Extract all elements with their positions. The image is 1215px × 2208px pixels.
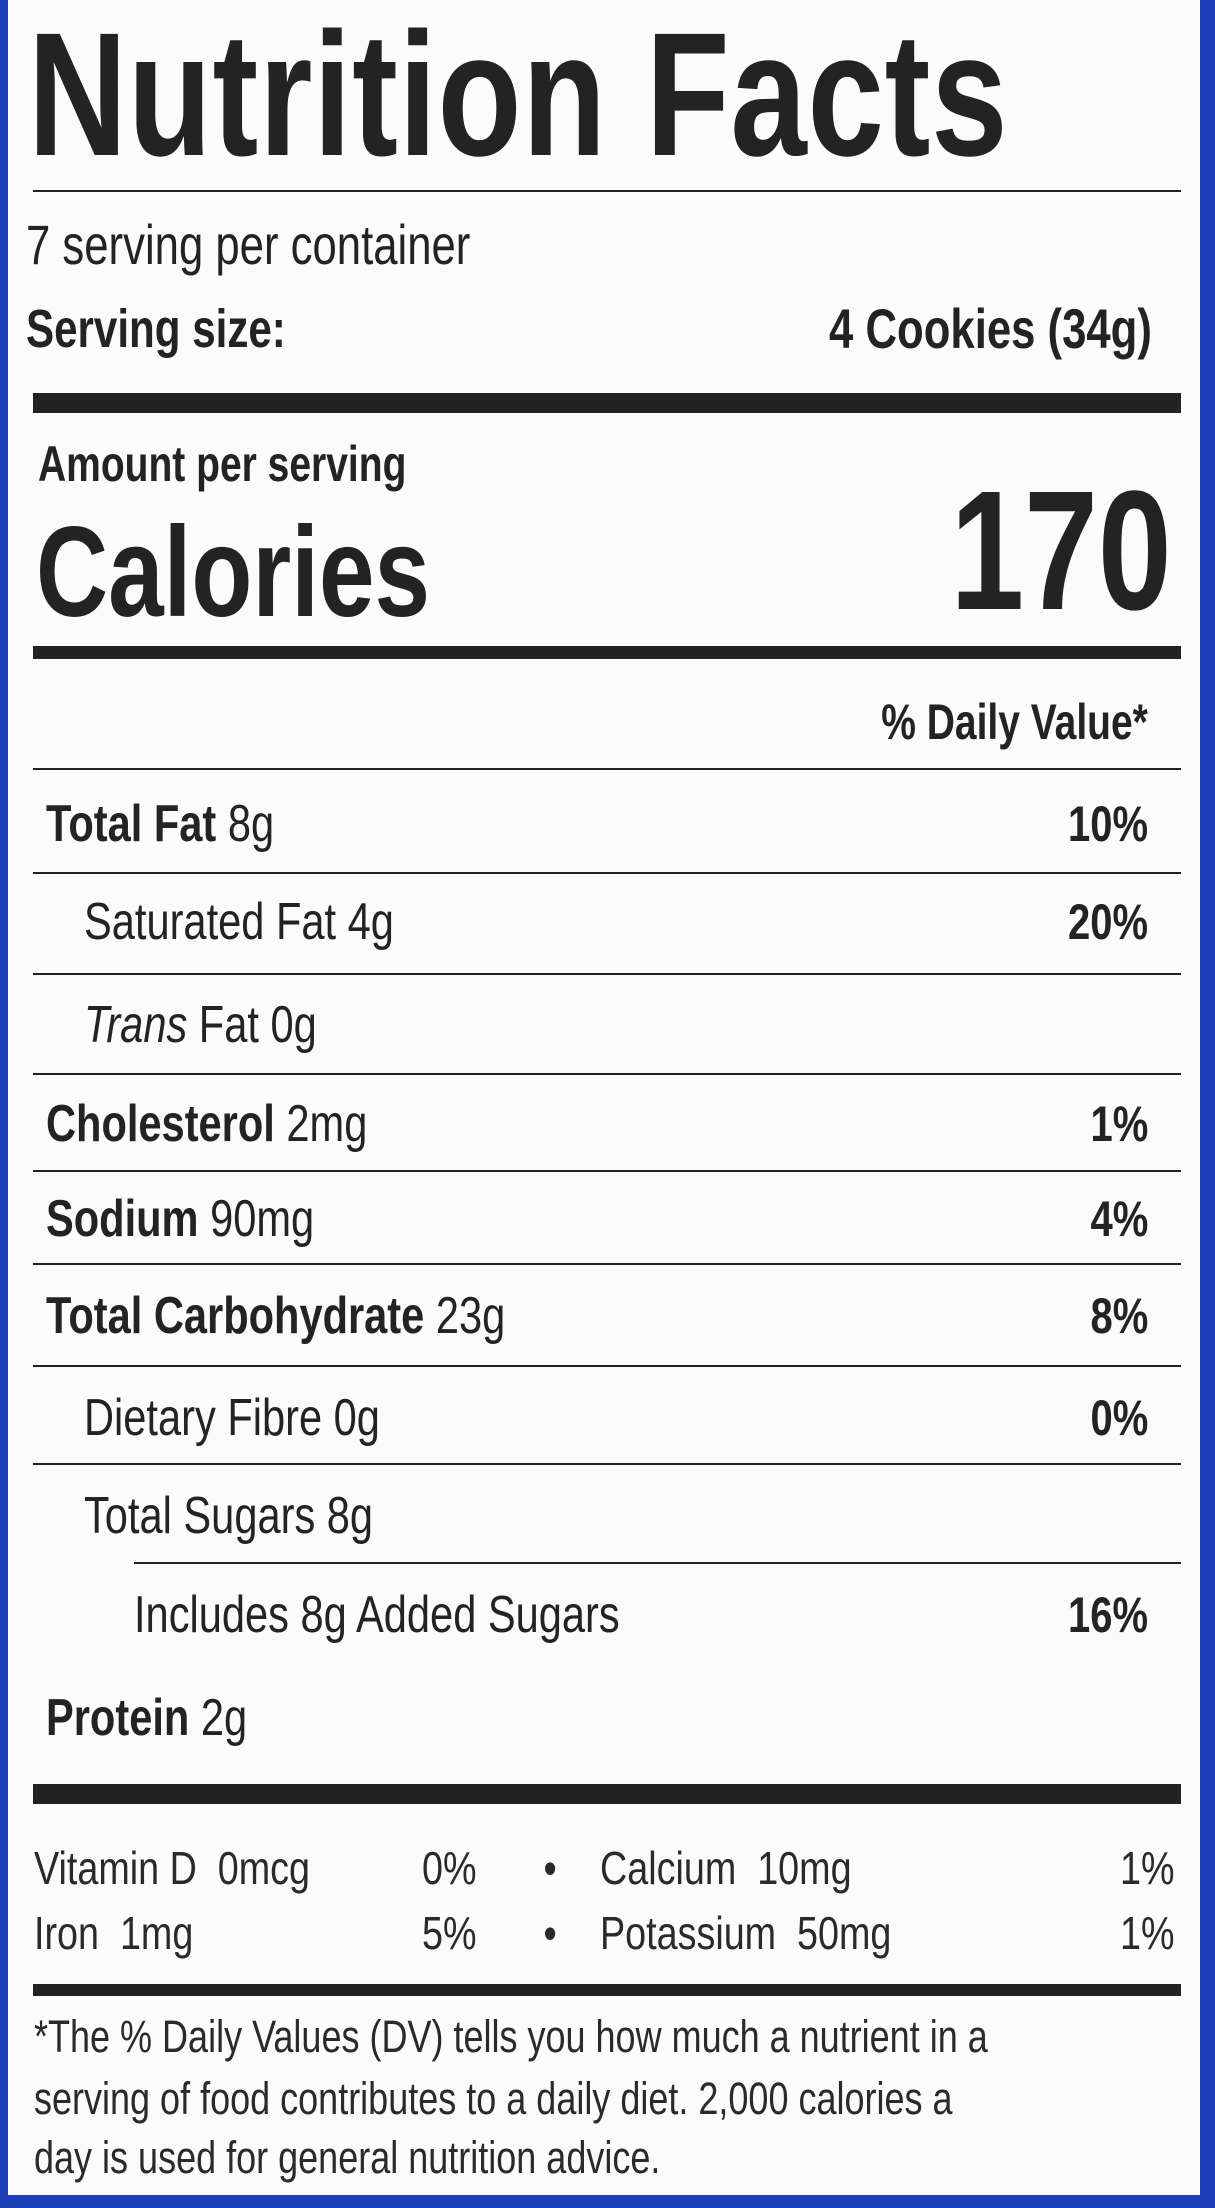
divider [33,768,1181,770]
nutrient-name: Saturated Fat [84,893,337,951]
nutrient-name: Total Carbohydrate [46,1287,425,1345]
nutrient-name: Total Sugars [84,1487,316,1545]
nutrient-dv: 10% [1067,796,1148,852]
nutrient-name: Trans [84,996,188,1054]
nutrient-dv: 0% [1090,1390,1148,1446]
nutrient-row-sodium: Sodium 90mg 4% [8,1189,1200,1249]
divider [33,1365,1181,1367]
vitamin-d-dv: 0% [421,1842,476,1894]
nutrient-dv: 8% [1090,1288,1148,1344]
divider [33,1073,1181,1075]
bullet: • [543,1907,557,1959]
thick-divider [33,1784,1181,1804]
nutrient-row-saturated-fat: Saturated Fat 4g 20% [8,892,1200,952]
thick-divider [33,393,1181,413]
servings-per-container: 7 serving per container [26,213,471,276]
nutrient-dv: 20% [1067,894,1148,950]
nutrient-amount: 8g [326,1487,374,1545]
vitamin-amount: 50mg [797,1907,892,1959]
medium-divider [33,646,1181,659]
nutrient-amount: 2g [200,1689,248,1747]
vitamin-d-label: Vitamin D 0mcg [34,1840,310,1896]
potassium-label: Potassium 50mg [600,1905,891,1961]
calories-label: Calories [36,501,430,644]
nutrient-row-cholesterol: Cholesterol 2mg 1% [8,1094,1200,1154]
nutrient-amount: 2mg [286,1095,368,1153]
nutrient-row-total-sugars: Total Sugars 8g [8,1486,1200,1546]
nutrient-name: Dietary Fibre [84,1389,323,1447]
nutrient-row-protein: Protein 2g [8,1688,1200,1748]
label-title: Nutrition Facts [28,0,1009,193]
footnote-line: day is used for general nutrition advice… [34,2132,661,2183]
divider [134,1562,1181,1564]
divider [33,190,1181,192]
footnote-line: *The % Daily Values (DV) tells you how m… [34,2011,988,2062]
nutrient-row-total-fat: Total Fat 8g 10% [8,794,1200,854]
vitamin-amount: 1mg [119,1907,194,1959]
vitamin-amount: 0mcg [217,1842,311,1894]
nutrient-dv: 1% [1090,1096,1148,1152]
divider [33,1170,1181,1172]
nutrient-name: Includes 8g Added Sugars [134,1586,620,1644]
nutrient-name: Protein [46,1689,190,1747]
nutrient-name: Total Fat [46,795,217,853]
iron-label: Iron 1mg [34,1905,193,1961]
nutrient-amount: 8g [227,795,275,853]
daily-value-header: % Daily Value* [881,694,1148,750]
nutrient-row-added-sugars: Includes 8g Added Sugars 16% [8,1585,1200,1645]
amount-per-serving: Amount per serving [38,436,407,492]
calcium-label: Calcium 10mg [600,1840,852,1896]
medium-divider [33,1984,1181,1996]
nutrient-dv: 4% [1090,1191,1148,1247]
bullet: • [543,1842,557,1894]
nutrient-amount: 90mg [210,1190,315,1248]
nutrient-name: Sodium [46,1190,199,1248]
vitamin-name: Iron [34,1907,99,1959]
footnote-line: serving of food contributes to a daily d… [34,2073,953,2124]
nutrient-amount: 4g [347,893,394,951]
vitamin-amount: 10mg [757,1842,852,1894]
serving-size-label: Serving size: [26,299,286,359]
nutrient-row-total-carbohydrate: Total Carbohydrate 23g 8% [8,1286,1200,1346]
divider [33,973,1181,975]
nutrient-amount: 23g [435,1287,506,1345]
nutrient-row-dietary-fibre: Dietary Fibre 0g 0% [8,1388,1200,1448]
nutrient-row-trans-fat: Trans Fat 0g [8,995,1200,1055]
vitamin-name: Vitamin D [34,1842,197,1894]
divider [33,1263,1181,1265]
nutrient-dv: 16% [1067,1587,1148,1643]
potassium-dv: 1% [1119,1907,1174,1959]
serving-size-value: 4 Cookies (34g) [829,297,1152,360]
divider [33,1463,1181,1465]
divider [33,872,1181,874]
nutrient-amount: 0g [270,996,317,1054]
nutrient-name: Cholesterol [46,1095,275,1153]
nutrition-label: Nutrition Facts 7 serving per container … [8,0,1200,2195]
vitamin-name: Potassium [600,1907,777,1959]
vitamin-name: Calcium [600,1842,737,1894]
nutrient-name-suffix: Fat [187,996,259,1054]
calories-value: 170 [950,456,1172,646]
calcium-dv: 1% [1119,1842,1174,1894]
iron-dv: 5% [421,1907,476,1959]
nutrient-amount: 0g [333,1389,380,1447]
